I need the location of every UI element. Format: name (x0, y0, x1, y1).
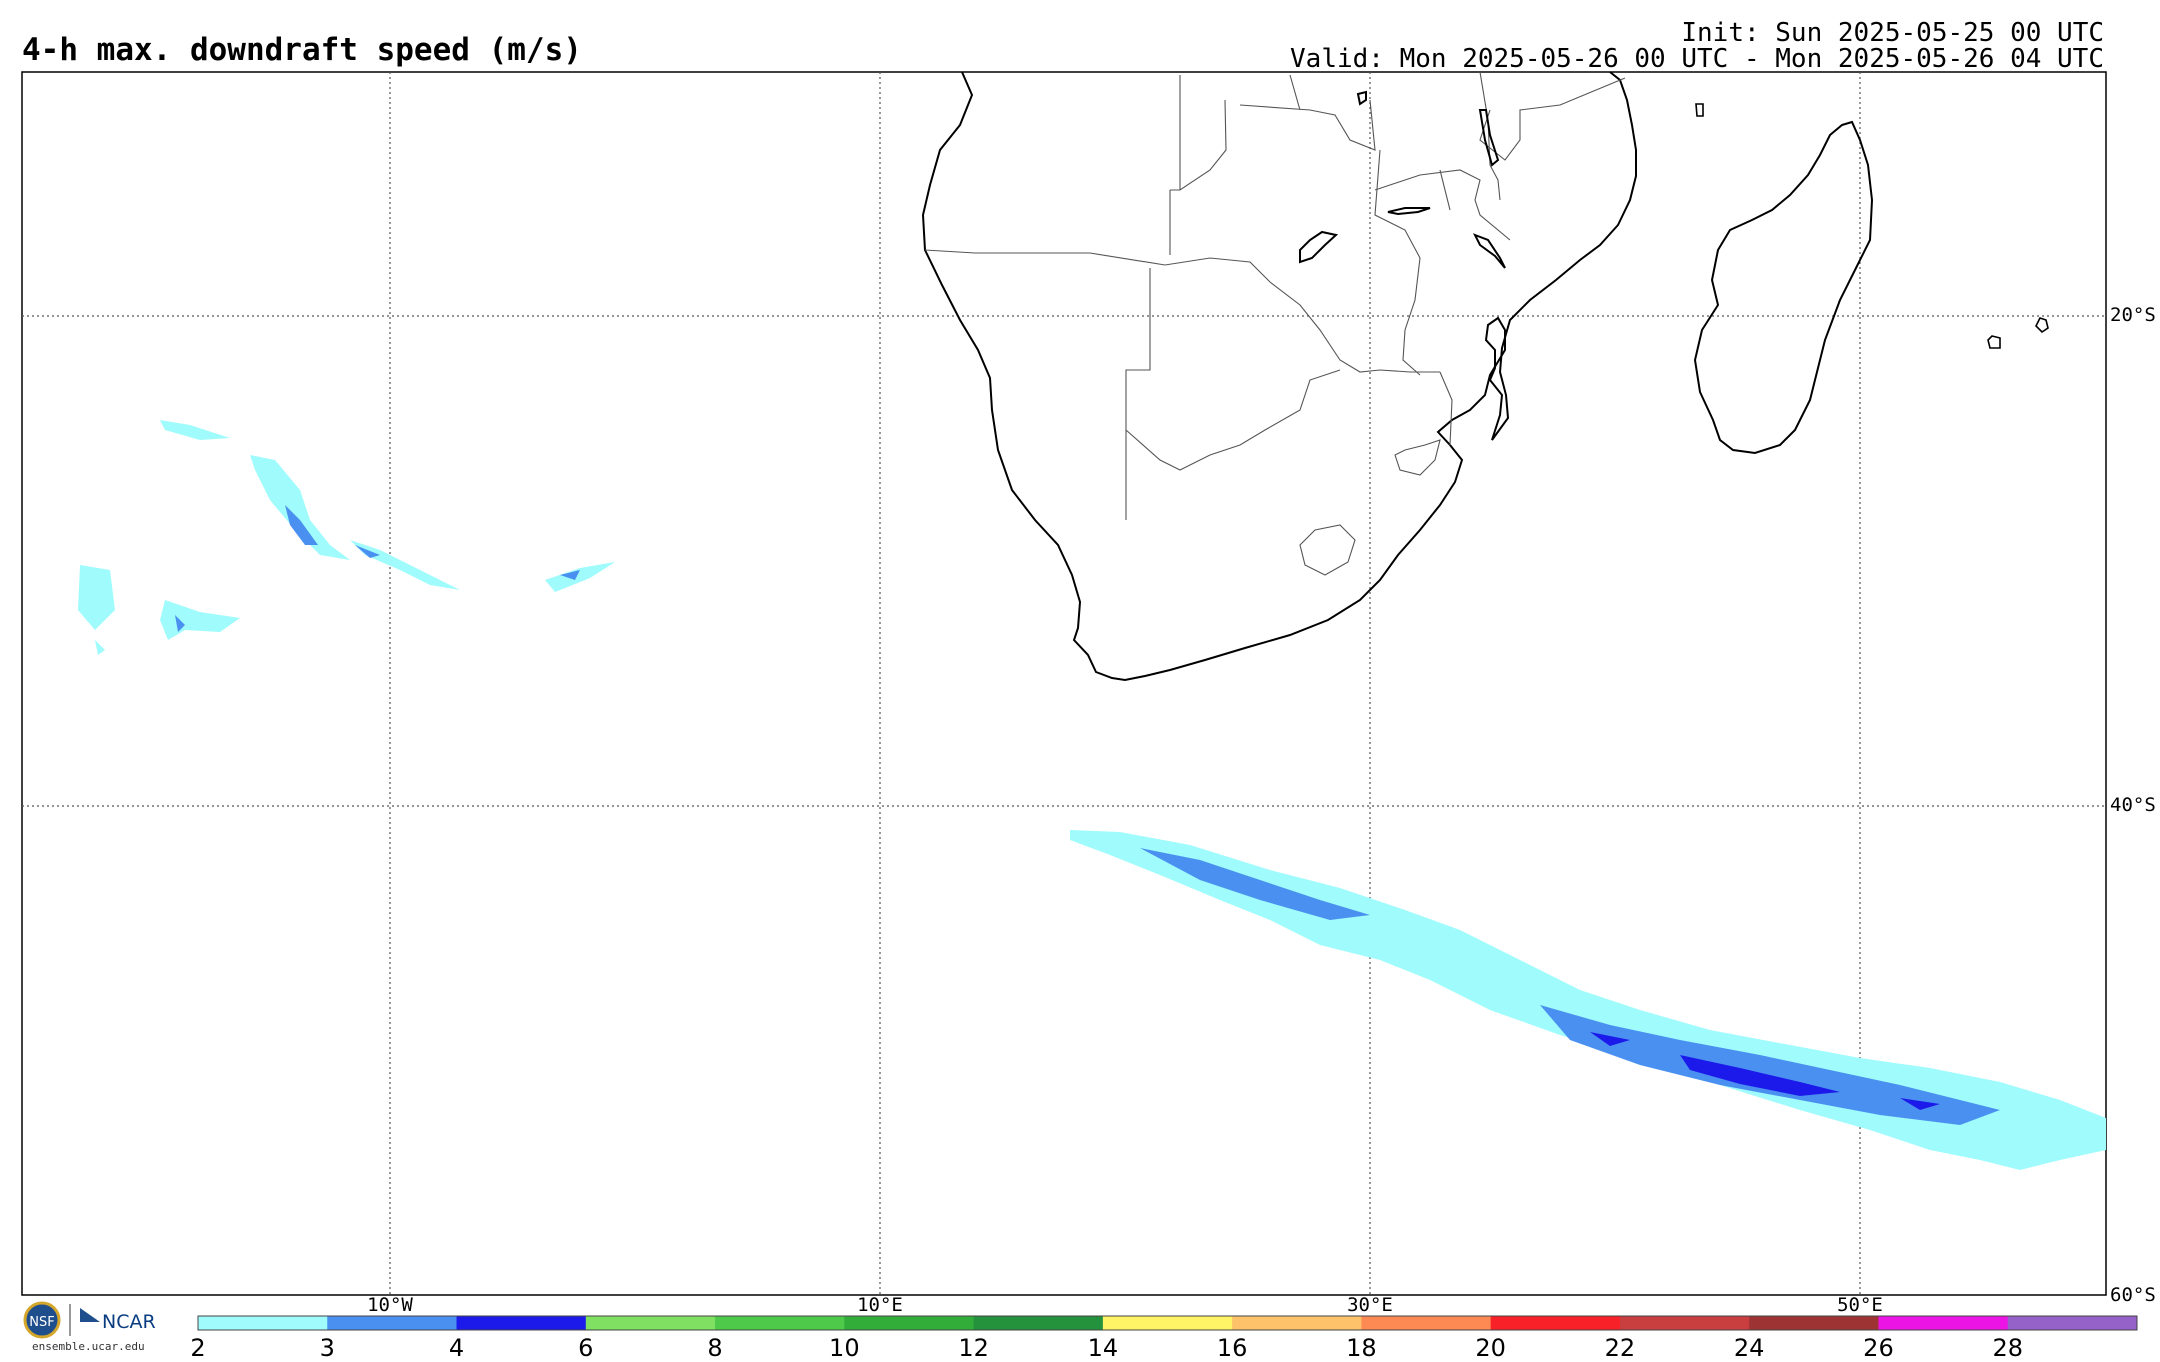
lon-label-50e: 50°E (1837, 1294, 1883, 1316)
country-borders (924, 71, 1626, 576)
downdraft-cells-west (78, 420, 615, 655)
colorbar-tick-label: 10 (829, 1334, 860, 1362)
colorbar-tick-label: 18 (1346, 1334, 1377, 1362)
footer-url: ensemble.ucar.edu (32, 1340, 145, 1353)
colorbar-segment (456, 1316, 587, 1330)
map-title: 4-h max. downdraft speed (m/s) (22, 32, 582, 68)
colorbar-segment (1102, 1316, 1233, 1330)
time-info: Init: Sun 2025-05-25 00 UTC Valid: Mon 2… (1290, 20, 2104, 72)
colorbar-tick-label: 14 (1087, 1334, 1119, 1362)
lon-label-30e: 30°E (1347, 1294, 1393, 1316)
colorbar-segment (1619, 1316, 1750, 1330)
colorbar-tick-label: 16 (1216, 1334, 1248, 1362)
colorbar-segment (844, 1316, 975, 1330)
africa-coastline (921, 71, 1637, 682)
downdraft-band-south (1070, 830, 2106, 1170)
colorbar (197, 1315, 2138, 1331)
colorbar-segment (2007, 1316, 2138, 1330)
map-frame (21, 71, 2107, 1296)
colorbar-tick-label: 24 (1733, 1334, 1765, 1362)
colorbar-segment (1749, 1316, 1879, 1330)
colorbar-segment (973, 1316, 1104, 1330)
colorbar-tick-label: 2 (190, 1334, 206, 1362)
colorbar-tick-label: 26 (1863, 1334, 1894, 1362)
colorbar-tick-label: 28 (1992, 1334, 2023, 1362)
colorbar-segment (327, 1316, 458, 1330)
svg-text:NSF: NSF (29, 1315, 54, 1330)
colorbar-segment (1361, 1316, 1492, 1330)
colorbar-tick-label: 6 (578, 1334, 594, 1362)
nsf-logo-icon: NSF (23, 1301, 100, 1339)
madagascar (1693, 120, 1874, 455)
downdraft-cells-west-strong (175, 505, 580, 632)
colorbar-segment (585, 1316, 716, 1330)
lat-label-40s: 40°S (2110, 794, 2156, 816)
init-time: Init: Sun 2025-05-25 00 UTC (1681, 18, 2104, 48)
colorbar-border (197, 1315, 2138, 1331)
colorbar-tick-label: 22 (1604, 1334, 1636, 1362)
colorbar-segment (1490, 1316, 1621, 1330)
ncar-logo-text: NCAR (102, 1311, 156, 1333)
colorbar-tick-label: 12 (958, 1334, 989, 1362)
lakes (1299, 90, 1506, 269)
lon-label-10e: 10°E (857, 1294, 903, 1316)
graticule (22, 72, 2106, 1295)
colorbar-tick-label: 4 (448, 1334, 465, 1362)
colorbar-segment (198, 1316, 328, 1330)
colorbar-segment (715, 1316, 845, 1330)
colorbar-segment (1878, 1316, 2009, 1330)
colorbar-segment (1232, 1316, 1362, 1330)
valid-time: Valid: Mon 2025-05-26 00 UTC - Mon 2025-… (1290, 44, 2104, 74)
small-islands (1695, 103, 2049, 349)
colorbar-tick-label: 20 (1475, 1334, 1506, 1362)
colorbar-tick-label: 8 (707, 1334, 723, 1362)
lon-label-10w: 10°W (367, 1294, 413, 1316)
colorbar-tick-label: 3 (319, 1334, 335, 1362)
lat-label-20s: 20°S (2110, 304, 2156, 326)
lat-label-60s: 60°S (2110, 1284, 2156, 1306)
